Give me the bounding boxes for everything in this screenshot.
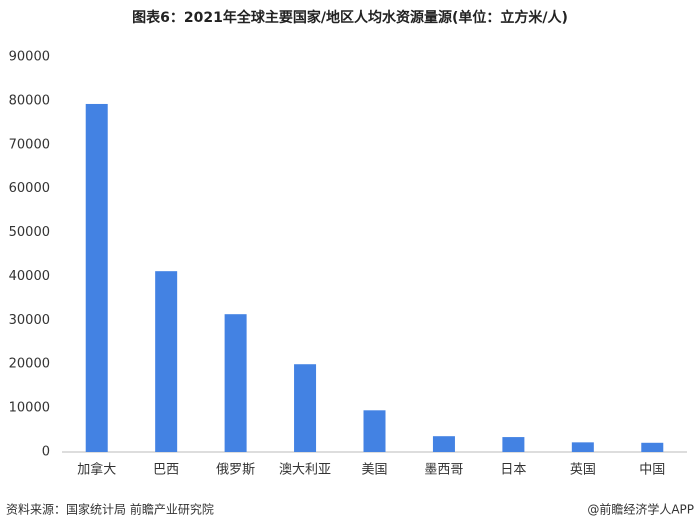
x-tick-label: 巴西 [153, 463, 179, 478]
bar [641, 442, 664, 452]
bar [85, 103, 108, 452]
source: 资料来源：国家统计局 前瞻产业研究院 [6, 502, 214, 517]
y-tick-label: 70000 [9, 137, 50, 152]
y-tick-label: 50000 [9, 225, 50, 240]
y-tick-label: 10000 [9, 401, 50, 416]
x-tick-label: 美国 [361, 463, 387, 478]
x-tick-label: 加拿大 [77, 462, 116, 478]
bar [224, 314, 247, 452]
bar [432, 436, 455, 452]
brand: @前瞻经济学人APP [587, 502, 694, 517]
y-tick-label: 0 [42, 445, 50, 460]
x-tick-label: 日本 [500, 463, 526, 478]
bar [363, 410, 386, 452]
x-tick-label: 俄罗斯 [216, 463, 255, 478]
bar [502, 437, 525, 452]
bar [294, 364, 317, 452]
x-tick-label: 澳大利亚 [279, 462, 331, 478]
y-tick-label: 80000 [9, 93, 50, 108]
x-tick-label: 墨西哥 [424, 463, 463, 478]
chart-title: 图表6：2021年全球主要国家/地区人均水资源量源(单位：立方米/人) [132, 9, 568, 26]
bar [155, 271, 178, 452]
y-tick-label: 20000 [9, 357, 50, 372]
y-tick-label: 30000 [9, 313, 50, 328]
x-tick-label: 英国 [570, 463, 596, 478]
y-tick-label: 60000 [9, 181, 50, 196]
x-tick-label: 中国 [639, 463, 665, 478]
y-tick-label: 90000 [9, 50, 50, 65]
y-tick-label: 40000 [9, 269, 50, 284]
bar [571, 442, 594, 452]
